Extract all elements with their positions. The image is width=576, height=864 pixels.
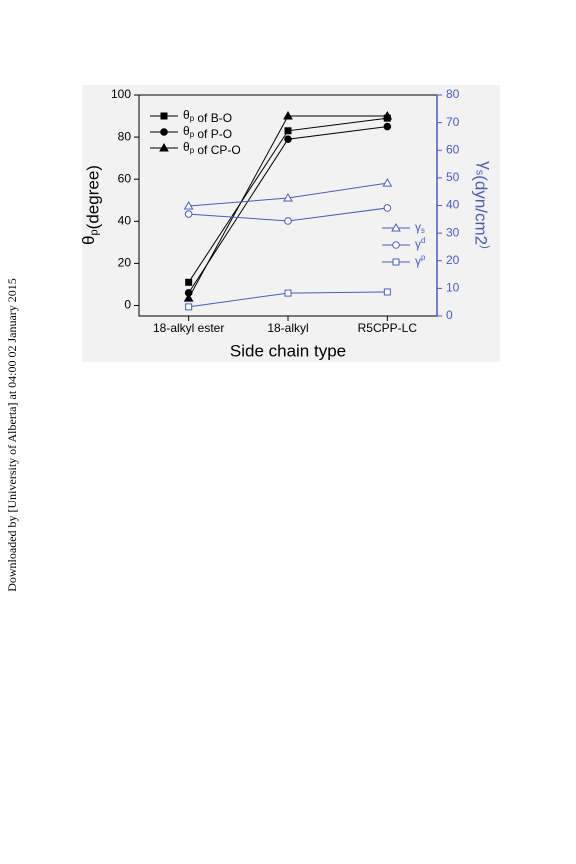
y2-tick-label: 80 [446, 87, 460, 101]
y2-axis-title: γs(dyn/cm2) [471, 161, 494, 249]
legend-marker [392, 241, 400, 249]
x-tick-label: R5CPP-LC [358, 321, 418, 335]
y2-tick-label: 70 [446, 115, 460, 129]
data-point [185, 278, 193, 286]
data-point [185, 303, 193, 311]
legend-label: γd [415, 236, 425, 251]
data-point [283, 111, 293, 120]
legend-label: θp of B-O [183, 108, 232, 125]
legend-marker [160, 128, 168, 136]
y-tick-label: 80 [118, 129, 132, 143]
y2-tick-label: 50 [446, 170, 460, 184]
y2-tick-label: 10 [446, 281, 460, 295]
data-point [383, 288, 391, 296]
y2-tick-label: 40 [446, 198, 460, 212]
data-point [284, 135, 292, 143]
data-point [183, 201, 194, 210]
y2-tick-label: 60 [446, 142, 460, 156]
y-axis-title: θp(degree) [79, 165, 102, 245]
y-tick-label: 20 [118, 256, 132, 270]
legend-label: γp [415, 253, 426, 268]
y2-tick-label: 30 [446, 225, 460, 239]
y-tick-label: 60 [118, 171, 132, 185]
data-point [383, 122, 392, 131]
legend-marker [159, 142, 169, 152]
legend-label: θp of CP-O [183, 140, 241, 157]
data-point [284, 289, 292, 297]
legend-marker [160, 112, 168, 120]
x-tick-label: 18-alkyl ester [153, 321, 224, 335]
data-point [284, 217, 292, 225]
data-point [383, 204, 392, 212]
data-point [382, 178, 393, 187]
data-point [283, 193, 293, 202]
x-tick-label: 18-alkyl [267, 321, 308, 335]
legend-label: θp of P-O [183, 124, 232, 141]
y2-tick-label: 20 [446, 253, 460, 267]
x-axis-title: Side chain type [230, 341, 346, 360]
legend-marker [391, 222, 401, 232]
download-note: Downloaded by [University of Alberta] at… [5, 278, 19, 592]
data-point [183, 293, 194, 302]
y2-tick-label: 0 [446, 308, 453, 322]
data-point [184, 210, 193, 218]
legend-marker [392, 258, 400, 266]
y-tick-label: 0 [124, 298, 131, 312]
data-point [284, 127, 292, 135]
data-point [382, 111, 393, 120]
y-tick-label: 40 [118, 213, 132, 227]
legend-label: γs [415, 220, 425, 235]
y-tick-label: 100 [111, 87, 131, 101]
